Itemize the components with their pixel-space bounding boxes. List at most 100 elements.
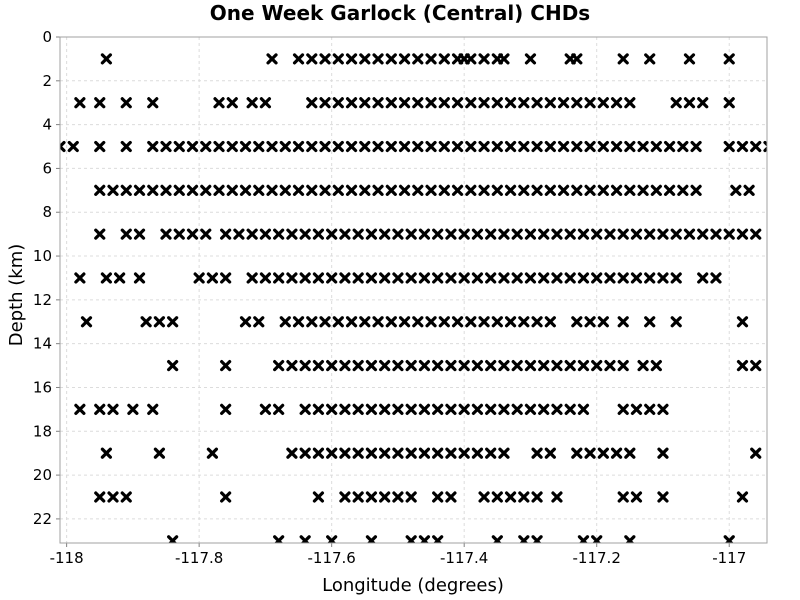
data-point (551, 491, 563, 503)
data-point (772, 230, 780, 238)
data-point (425, 97, 437, 109)
data-point (597, 140, 609, 153)
data-point (564, 228, 576, 240)
data-point (677, 140, 689, 153)
data-point (326, 228, 338, 240)
data-point (74, 272, 86, 284)
data-point (663, 184, 676, 196)
data-point (577, 359, 590, 372)
data-point (365, 228, 378, 240)
data-point (736, 316, 749, 328)
data-point (498, 53, 510, 65)
data-point (538, 272, 550, 284)
data-point (624, 140, 636, 153)
data-point (259, 403, 272, 415)
data-point (220, 491, 232, 503)
data-point (107, 184, 119, 196)
data-point (140, 316, 152, 328)
data-point (147, 184, 159, 196)
data-point (432, 491, 444, 503)
data-point (750, 359, 762, 372)
data-point (173, 140, 185, 153)
data-point (498, 359, 510, 372)
data-point (445, 403, 457, 415)
data-point (584, 140, 596, 153)
data-point (365, 447, 378, 459)
data-point (498, 447, 510, 459)
data-point (312, 447, 325, 459)
y-tick-label: 2 (42, 72, 52, 90)
data-point (617, 403, 629, 415)
data-point (644, 228, 656, 240)
data-point (511, 359, 523, 372)
data-point (531, 491, 543, 503)
data-point (306, 184, 318, 196)
data-point (591, 228, 603, 240)
data-point (398, 53, 411, 65)
data-point (233, 228, 245, 240)
data-point (617, 53, 629, 65)
data-point (511, 403, 523, 415)
data-point (80, 316, 93, 328)
data-point (418, 447, 431, 459)
data-point (584, 316, 596, 328)
data-point (445, 491, 457, 503)
data-point (690, 184, 702, 196)
data-point (392, 447, 404, 459)
data-point (319, 316, 331, 328)
data-point (736, 491, 749, 503)
data-point (319, 97, 331, 109)
data-point (677, 184, 689, 196)
data-point (465, 97, 477, 109)
data-point (538, 228, 550, 240)
data-point (518, 97, 530, 109)
data-point (306, 97, 318, 109)
chart-title: One Week Garlock (Central) CHDs (210, 1, 590, 25)
data-point (292, 140, 305, 153)
data-point (624, 97, 636, 109)
data-point (74, 97, 86, 109)
data-point (736, 359, 749, 372)
data-point (750, 447, 762, 459)
data-point (352, 272, 364, 284)
data-point (206, 272, 218, 284)
x-tick-label: -117.4 (440, 549, 488, 567)
data-point (372, 53, 384, 65)
data-point (372, 316, 384, 328)
data-point (359, 140, 371, 153)
data-point (405, 447, 417, 459)
data-point (597, 447, 609, 459)
data-point (306, 140, 318, 153)
data-point (279, 184, 291, 196)
data-point (657, 403, 669, 415)
data-point (398, 140, 411, 153)
data-point (226, 140, 238, 153)
data-point (372, 140, 384, 153)
data-point (584, 97, 596, 109)
y-tick-label: 6 (42, 159, 52, 177)
data-point (650, 359, 662, 372)
data-point (478, 53, 490, 65)
data-point (438, 184, 450, 196)
data-point (471, 447, 484, 459)
data-point (644, 403, 656, 415)
data-point (418, 359, 431, 372)
data-point (485, 272, 497, 284)
data-point (610, 184, 623, 196)
data-point (273, 228, 285, 240)
data-point (504, 184, 517, 196)
data-point (100, 272, 112, 284)
data-point (478, 316, 490, 328)
data-point (557, 97, 570, 109)
data-point (491, 97, 503, 109)
data-point (697, 272, 709, 284)
data-point (498, 228, 510, 240)
data-point (365, 359, 378, 372)
data-point (451, 184, 464, 196)
data-points (60, 53, 780, 543)
data-point (259, 228, 272, 240)
data-point (379, 359, 391, 372)
data-point (418, 535, 431, 543)
data-point (736, 140, 749, 153)
